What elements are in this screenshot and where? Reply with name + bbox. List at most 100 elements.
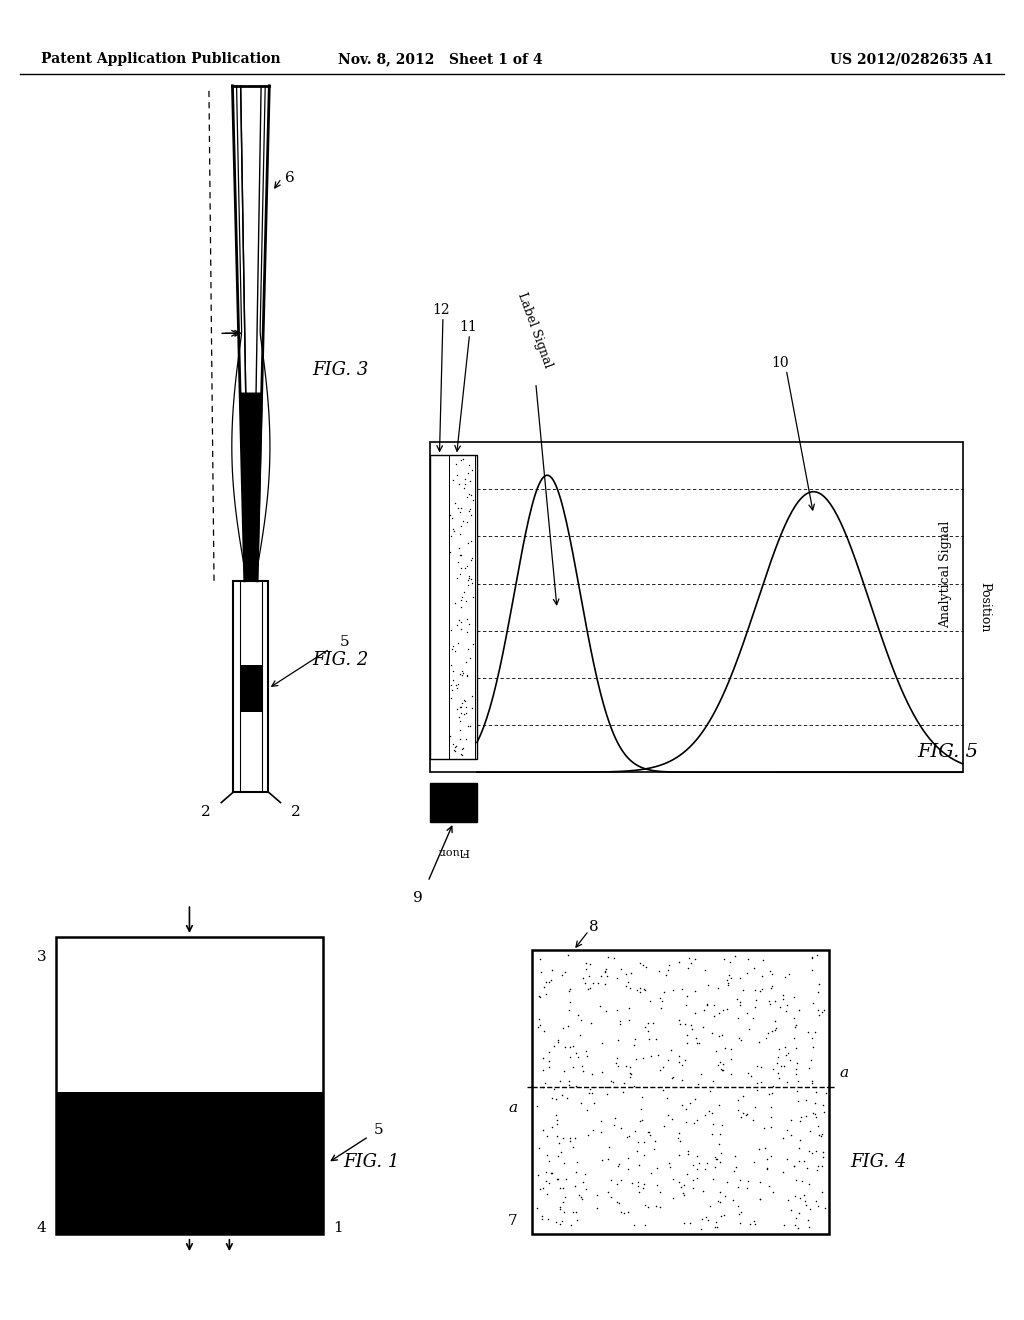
Point <box>459 664 475 685</box>
Point <box>589 1184 605 1205</box>
Point <box>740 1171 757 1192</box>
Point <box>756 949 772 970</box>
Point <box>687 1089 703 1110</box>
Point <box>687 948 703 969</box>
Point <box>778 994 795 1015</box>
Point <box>609 1055 626 1076</box>
Point <box>620 972 636 993</box>
Point <box>538 972 554 993</box>
Point <box>800 1022 816 1043</box>
Point <box>531 1179 548 1200</box>
Point <box>716 948 732 969</box>
Point <box>782 1109 799 1130</box>
Point <box>554 965 570 986</box>
Point <box>562 1130 579 1151</box>
Point <box>713 1059 729 1080</box>
Point <box>671 1144 687 1166</box>
Point <box>648 1196 665 1217</box>
Point <box>798 1089 814 1110</box>
Point <box>772 997 788 1018</box>
Text: 12: 12 <box>433 302 451 317</box>
Point <box>561 981 578 1002</box>
Point <box>763 978 779 999</box>
Point <box>606 948 623 969</box>
Text: US 2012/0282635 A1: US 2012/0282635 A1 <box>829 53 993 66</box>
Point <box>788 1206 805 1228</box>
Point <box>724 1189 740 1210</box>
Point <box>566 1176 583 1197</box>
Point <box>642 1123 658 1144</box>
Point <box>694 1209 711 1230</box>
Point <box>779 1041 796 1063</box>
Point <box>763 1144 779 1166</box>
Point <box>581 1125 597 1146</box>
Point <box>554 1085 570 1106</box>
Point <box>754 965 770 986</box>
Point <box>534 1209 550 1230</box>
Point <box>679 1163 695 1184</box>
Point <box>791 1151 807 1172</box>
Point <box>544 1163 560 1184</box>
Point <box>688 1032 705 1053</box>
Point <box>561 1074 578 1096</box>
Point <box>609 1030 626 1051</box>
Point <box>454 664 470 685</box>
Point <box>735 1085 752 1106</box>
Point <box>709 1148 725 1170</box>
Point <box>593 966 609 987</box>
Point <box>568 1074 585 1096</box>
Point <box>651 987 668 1008</box>
Point <box>782 1125 799 1146</box>
Point <box>788 1052 805 1073</box>
Point <box>808 1081 824 1102</box>
Point <box>660 954 677 975</box>
Point <box>739 1002 756 1023</box>
Point <box>635 1047 651 1068</box>
Point <box>791 1138 807 1159</box>
Point <box>463 504 479 525</box>
Point <box>597 961 613 982</box>
Point <box>528 1096 545 1117</box>
Point <box>782 1049 799 1071</box>
Point <box>649 1158 666 1179</box>
Point <box>552 1196 568 1217</box>
Point <box>715 999 731 1020</box>
Point <box>731 1212 748 1233</box>
Point <box>632 982 648 1003</box>
Point <box>549 1168 565 1189</box>
Point <box>652 1181 669 1203</box>
Point <box>586 1092 602 1113</box>
Point <box>770 1063 786 1084</box>
Point <box>602 1071 618 1092</box>
Point <box>675 1183 691 1204</box>
Point <box>556 1061 572 1082</box>
Point <box>592 995 608 1016</box>
Point <box>804 1143 820 1164</box>
Point <box>557 1187 573 1208</box>
Point <box>632 1110 648 1131</box>
Point <box>579 1045 595 1067</box>
Point <box>713 1142 729 1163</box>
Point <box>535 1060 551 1081</box>
Point <box>548 1104 564 1125</box>
Point <box>602 1187 618 1208</box>
Point <box>709 1148 725 1170</box>
Point <box>649 1045 666 1067</box>
Point <box>690 1073 707 1094</box>
Point <box>631 1154 647 1175</box>
Point <box>741 1019 758 1040</box>
Point <box>452 564 468 585</box>
Point <box>632 952 648 973</box>
Point <box>452 502 468 523</box>
Point <box>705 1114 721 1135</box>
Point <box>562 1036 579 1057</box>
Point <box>459 556 475 577</box>
Point <box>775 1162 792 1183</box>
Point <box>597 961 613 982</box>
Text: 2: 2 <box>291 805 300 818</box>
Point <box>776 1214 793 1236</box>
Point <box>801 1216 817 1237</box>
Point <box>686 1002 702 1023</box>
Point <box>554 1210 570 1232</box>
Point <box>449 454 465 475</box>
